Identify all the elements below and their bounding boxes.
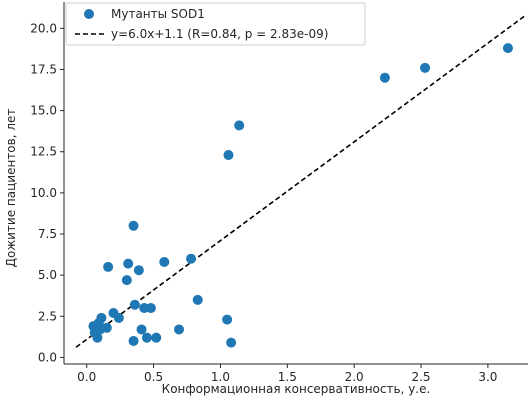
y-axis-label: Дожитие пациентов, лет	[4, 109, 18, 268]
data-point	[186, 253, 197, 264]
data-point	[192, 294, 203, 305]
x-tick-label: 2.0	[345, 370, 364, 384]
data-point	[226, 337, 237, 348]
y-tick-label: 17.5	[30, 62, 57, 76]
legend-label-line: y=6.0x+1.1 (R=0.84, p = 2.83e-09)	[111, 27, 328, 41]
y-tick-label: 12.5	[30, 145, 57, 159]
data-point	[223, 150, 234, 161]
data-point	[379, 72, 390, 83]
data-point	[145, 303, 156, 314]
x-tick-label: 1.0	[211, 370, 230, 384]
data-point	[96, 312, 107, 323]
legend: Мутанты SOD1 y=6.0x+1.1 (R=0.84, p = 2.8…	[65, 2, 366, 46]
data-point	[129, 299, 140, 310]
data-point	[133, 265, 144, 276]
x-tick-label: 0.5	[144, 370, 163, 384]
data-point	[123, 258, 134, 269]
x-tick-label: 3.0	[478, 370, 497, 384]
y-tick-label: 10.0	[30, 186, 57, 200]
legend-marker-scatter	[84, 9, 94, 19]
x-axis-label: Конформационная консервативность, у.е.	[162, 382, 431, 396]
data-point	[502, 43, 513, 54]
data-point	[113, 312, 124, 323]
regression-line	[75, 14, 526, 348]
data-point	[103, 261, 114, 272]
data-point	[234, 120, 245, 131]
y-tick-label: 20.0	[30, 21, 57, 35]
legend-box	[65, 2, 366, 46]
data-point	[121, 275, 132, 286]
x-tick-label: 0.0	[77, 370, 96, 384]
data-point	[141, 332, 152, 343]
y-tick-label: 5.0	[38, 268, 57, 282]
x-tick-label: 1.5	[278, 370, 297, 384]
data-point	[173, 324, 184, 335]
y-tick-label: 2.5	[38, 309, 57, 323]
data-point	[128, 220, 139, 231]
x-axis: 0.0 0.5 1.0 1.5 2.0 2.5 3.0	[64, 363, 528, 384]
y-tick-label: 0.0	[38, 350, 57, 364]
data-point	[92, 332, 103, 343]
legend-label-scatter: Мутанты SOD1	[111, 7, 205, 21]
data-point	[222, 314, 233, 325]
y-tick-label: 15.0	[30, 104, 57, 118]
y-tick-label: 7.5	[38, 227, 57, 241]
x-tick-label: 2.5	[411, 370, 430, 384]
y-axis: 0.0 2.5 5.0 7.5 10.0 12.5 15.0 17.5 20.0	[30, 2, 65, 364]
data-point	[420, 62, 431, 73]
data-point	[128, 335, 139, 346]
regression-line-group	[75, 14, 526, 348]
data-point	[151, 332, 162, 343]
data-point	[101, 322, 112, 333]
data-point	[159, 256, 170, 267]
data-point	[136, 324, 147, 335]
data-points	[88, 43, 513, 348]
